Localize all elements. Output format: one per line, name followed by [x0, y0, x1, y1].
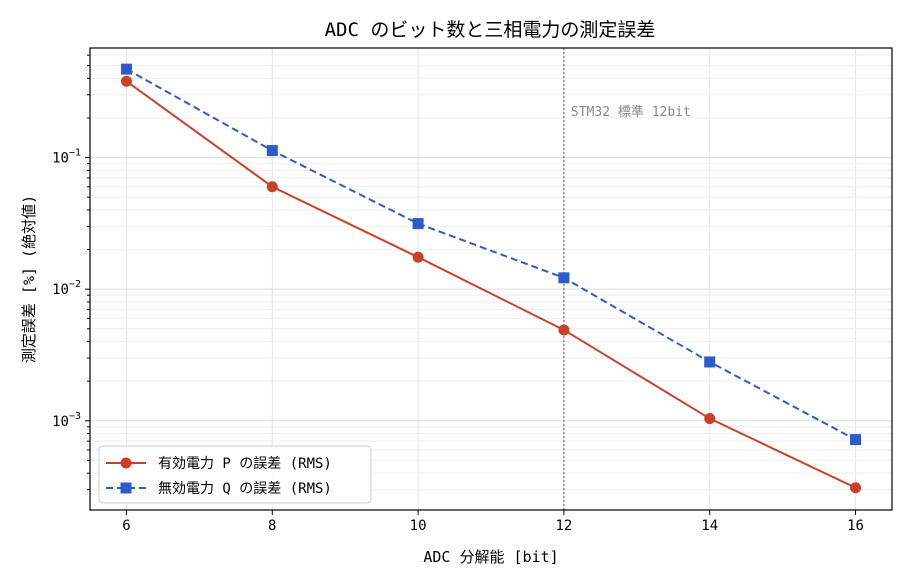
- y-tick-base: 10: [52, 414, 69, 430]
- grid: [90, 48, 892, 510]
- y-tick-label: 10−1: [52, 148, 81, 167]
- y-tick-exponent: −1: [69, 148, 81, 159]
- data-point: [266, 145, 278, 157]
- y-tick-base: 10: [52, 282, 69, 298]
- x-tick-label: 16: [847, 518, 864, 534]
- legend-marker: [120, 457, 132, 469]
- x-tick-label: 6: [122, 518, 130, 534]
- series-line: [125, 80, 856, 489]
- x-tick-label: 10: [410, 518, 427, 534]
- annotation-layer: STM32 標準 12bit: [563, 48, 691, 510]
- data-point: [266, 181, 278, 193]
- y-axis-label: 測定誤差 [%] (絶対値): [20, 195, 38, 363]
- x-tick-label: 14: [701, 518, 718, 534]
- y-tick-base: 10: [52, 151, 69, 167]
- legend-box: [98, 445, 372, 504]
- x-axis: 6 8 10 12 14 16: [122, 510, 864, 534]
- data-point: [704, 356, 716, 368]
- plot-frame: [89, 47, 893, 511]
- x-tick-label: 8: [268, 518, 276, 534]
- y-tick-label: 10−3: [52, 411, 81, 430]
- x-tick-label: 12: [555, 518, 572, 534]
- data-point: [558, 324, 570, 336]
- y-tick-exponent: −3: [69, 411, 81, 422]
- data-point: [120, 63, 132, 75]
- legend-item: 無効電力 Q の誤差 (RMS): [106, 481, 332, 497]
- legend-label: 無効電力 Q の誤差 (RMS): [158, 481, 332, 497]
- y-axis: 10−310−210−1: [52, 54, 90, 491]
- data-point: [412, 218, 424, 230]
- legend-marker: [120, 482, 132, 494]
- data-point: [412, 251, 424, 263]
- reference-line-label: STM32 標準 12bit: [571, 104, 691, 120]
- legend-label: 有効電力 P の誤差 (RMS): [158, 456, 332, 472]
- data-point: [120, 75, 132, 87]
- legend-item: 有効電力 P の誤差 (RMS): [106, 456, 332, 472]
- y-tick-label: 10−2: [52, 279, 81, 298]
- y-tick-exponent: −2: [69, 279, 81, 290]
- data-point: [704, 413, 716, 425]
- x-axis-label: ADC 分解能 [bit]: [423, 548, 558, 566]
- data-point: [850, 482, 862, 494]
- chart-title: ADC のビット数と三相電力の測定誤差: [325, 19, 656, 41]
- series-layer: [120, 63, 862, 494]
- series-line: [125, 68, 857, 441]
- data-point: [850, 434, 862, 446]
- series-2: [120, 63, 862, 446]
- legend: 有効電力 P の誤差 (RMS) 無効電力 Q の誤差 (RMS): [98, 445, 372, 504]
- series-1: [120, 75, 862, 494]
- data-point: [558, 272, 570, 284]
